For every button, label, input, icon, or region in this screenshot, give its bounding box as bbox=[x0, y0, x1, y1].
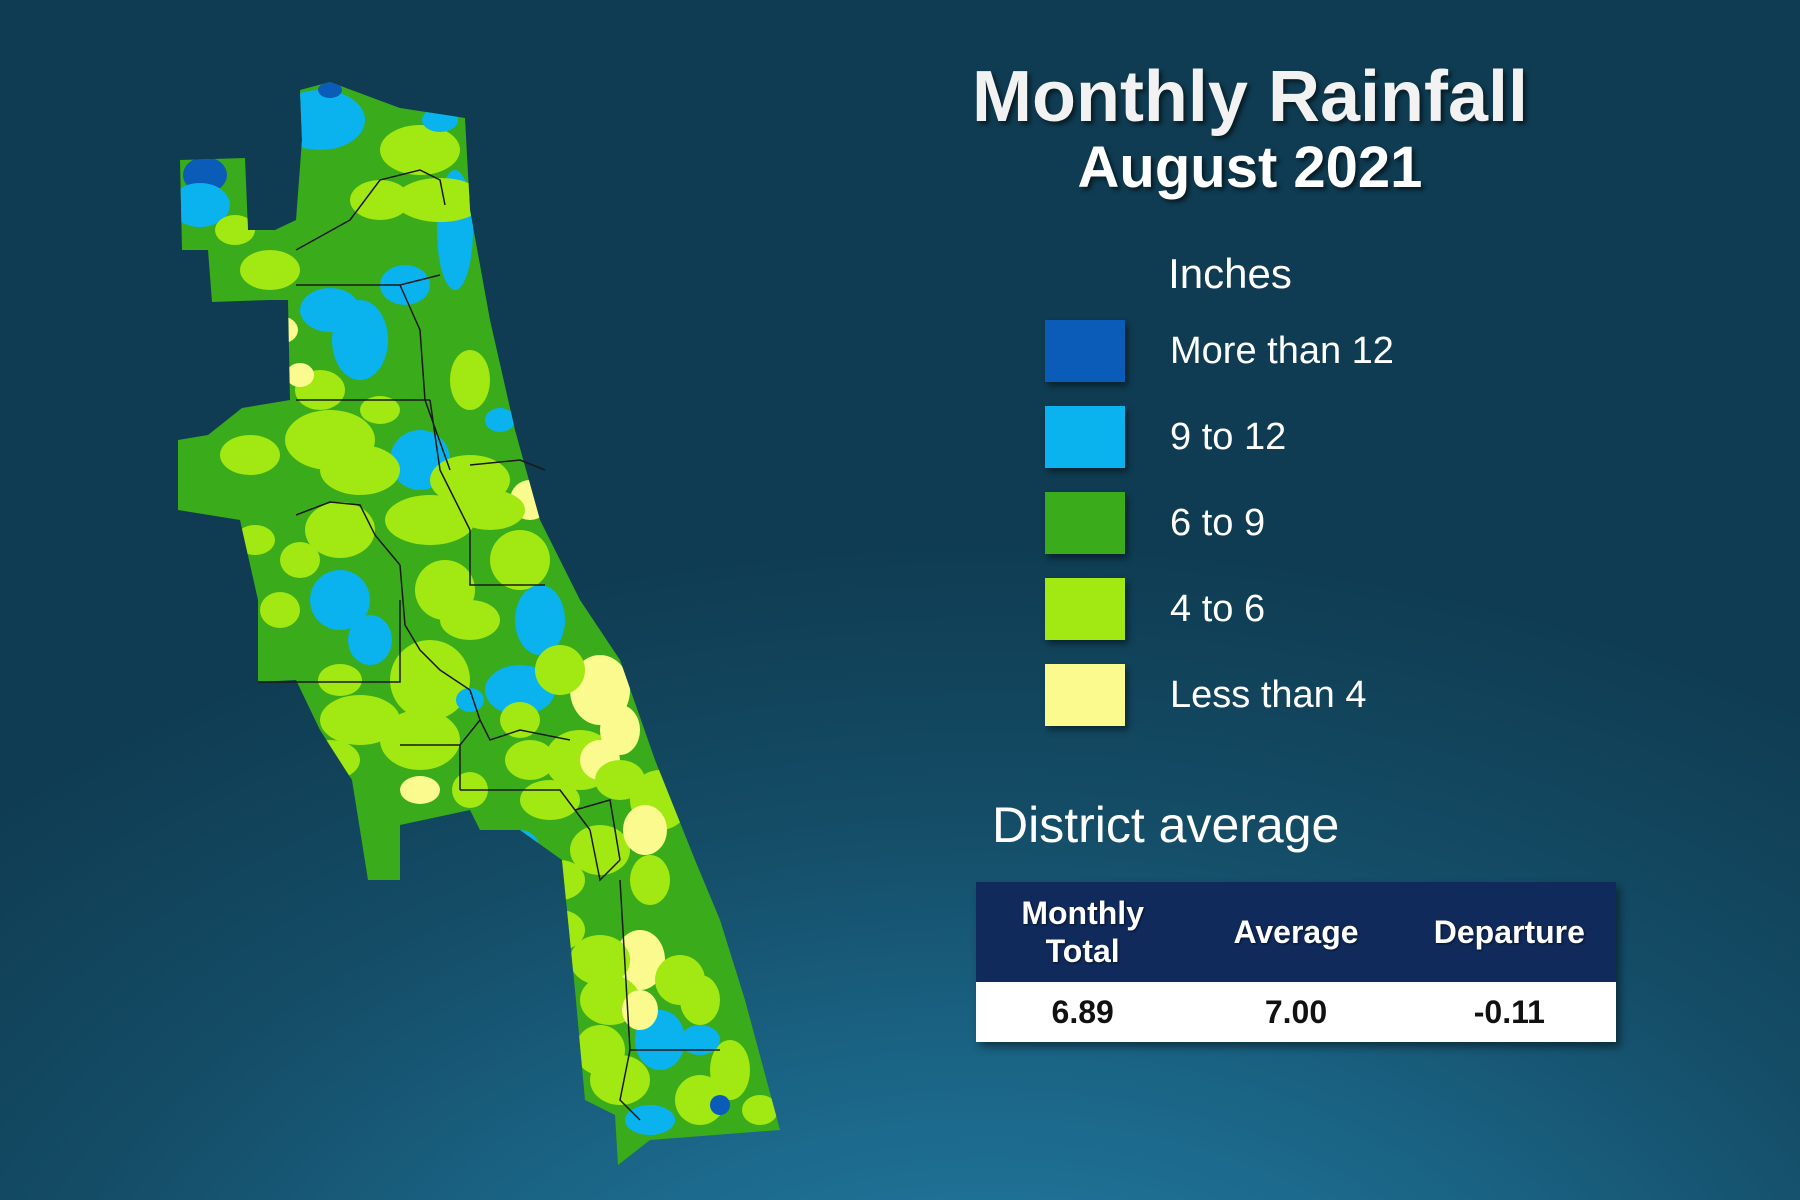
county-border bbox=[399, 284, 451, 471]
rainfall-patch bbox=[318, 664, 362, 696]
rainfall-patch bbox=[422, 108, 458, 132]
legend-swatch bbox=[1045, 406, 1125, 468]
rainfall-patch bbox=[215, 215, 255, 245]
rainfall-patch bbox=[310, 570, 370, 630]
rainfall-patch bbox=[300, 740, 360, 780]
county-border bbox=[429, 399, 471, 531]
district-average-title: District average bbox=[992, 797, 1340, 853]
legend-swatch bbox=[1045, 492, 1125, 554]
rainfall-patch bbox=[440, 600, 500, 640]
rainfall-patch bbox=[380, 265, 430, 305]
county-border bbox=[295, 501, 401, 566]
legend-title: Inches bbox=[1168, 250, 1292, 297]
rainfall-patch bbox=[535, 645, 585, 695]
rainfall-patch bbox=[622, 990, 658, 1030]
rainfall-patch bbox=[600, 705, 640, 755]
value-monthly-total: 6.89 bbox=[1051, 993, 1114, 1030]
table-header-row: Monthly Total Average Departure bbox=[976, 882, 1616, 982]
rainfall-patch bbox=[220, 435, 280, 475]
rainfall-patch bbox=[680, 975, 720, 1025]
rainfall-patch bbox=[520, 780, 580, 820]
rainfall-patch bbox=[485, 408, 515, 432]
rainfall-patch bbox=[240, 250, 300, 290]
district-average-table: Monthly Total Average Departure 6.89 7.0… bbox=[976, 882, 1616, 1042]
county-borders bbox=[258, 169, 720, 1121]
rainfall-patch bbox=[500, 702, 540, 738]
legend-label: 4 to 6 bbox=[1170, 588, 1266, 630]
legend-label: Less than 4 bbox=[1170, 674, 1367, 716]
rainfall-patch bbox=[320, 445, 400, 495]
county-border bbox=[574, 799, 621, 861]
rainfall-patch bbox=[390, 640, 470, 720]
rainfall-patch bbox=[318, 82, 342, 98]
county-border bbox=[469, 530, 545, 586]
rainfall-patch bbox=[260, 592, 300, 628]
rainfall-patch bbox=[400, 776, 440, 804]
rainfall-patch bbox=[625, 1105, 675, 1135]
legend-label: 6 to 9 bbox=[1170, 502, 1266, 544]
rainfall-patch bbox=[505, 740, 555, 780]
rainfall-patch bbox=[630, 855, 670, 905]
legend-swatch bbox=[1045, 578, 1125, 640]
county-border bbox=[469, 689, 571, 741]
rainfall-patch bbox=[450, 350, 490, 410]
rainfall-patch bbox=[360, 396, 400, 424]
column-average: Average bbox=[1233, 914, 1359, 950]
rainfall-patch bbox=[348, 615, 392, 665]
rainfall-patch bbox=[332, 300, 388, 380]
column-monthly-total: Monthly Total bbox=[1021, 895, 1144, 969]
rainfall-patch bbox=[262, 316, 298, 344]
legend-swatch bbox=[1045, 320, 1125, 382]
map-subtitle: August 2021 bbox=[1077, 135, 1423, 200]
county-border bbox=[619, 1049, 641, 1121]
table-row: 6.89 7.00 -0.11 bbox=[976, 982, 1616, 1042]
value-average: 7.00 bbox=[1264, 993, 1328, 1030]
rainfall-patch bbox=[380, 710, 460, 770]
rainfall-patch bbox=[623, 805, 667, 855]
rainfall-patch bbox=[395, 178, 485, 222]
rainfall-patch bbox=[380, 125, 460, 175]
rainfall-patch bbox=[515, 585, 565, 655]
rainfall-patch bbox=[500, 830, 540, 870]
rainfall-patch bbox=[742, 1095, 778, 1125]
rainfall-patch bbox=[615, 930, 665, 990]
rainfall-patch bbox=[350, 180, 410, 220]
rainfall-patch bbox=[535, 910, 585, 950]
rainfall-patch bbox=[280, 542, 320, 578]
rainfall-patch bbox=[286, 363, 314, 387]
county-border bbox=[460, 789, 591, 831]
rainfall-patch bbox=[675, 1075, 725, 1125]
column-departure: Departure bbox=[1433, 914, 1585, 950]
rainfall-patch bbox=[385, 495, 475, 545]
rainfall-patch bbox=[275, 90, 365, 150]
legend-swatch bbox=[1045, 664, 1125, 726]
rainfall-patch bbox=[178, 183, 230, 227]
rainfall-patch bbox=[535, 860, 585, 900]
rainfall-patch bbox=[570, 825, 630, 875]
rainfall-patch bbox=[575, 1025, 625, 1075]
rainfall-patch bbox=[456, 688, 484, 712]
county-border bbox=[589, 829, 621, 882]
rainfall-patch bbox=[710, 1095, 730, 1115]
county-border bbox=[399, 564, 471, 691]
legend-label: 9 to 12 bbox=[1170, 416, 1287, 458]
rainfall-patch bbox=[490, 530, 550, 590]
map-title: Monthly Rainfall bbox=[972, 57, 1528, 137]
value-departure: -0.11 bbox=[1473, 993, 1545, 1030]
rainfall-patch bbox=[235, 525, 275, 555]
county-border bbox=[469, 459, 546, 471]
rainfall-patch bbox=[320, 695, 400, 745]
rainfall-patch bbox=[680, 1025, 720, 1055]
rainfall-patch bbox=[305, 502, 375, 558]
legend-label: More than 12 bbox=[1170, 330, 1394, 372]
county-border bbox=[258, 600, 401, 683]
rainfall-patch bbox=[570, 935, 630, 985]
county-border bbox=[295, 169, 446, 251]
